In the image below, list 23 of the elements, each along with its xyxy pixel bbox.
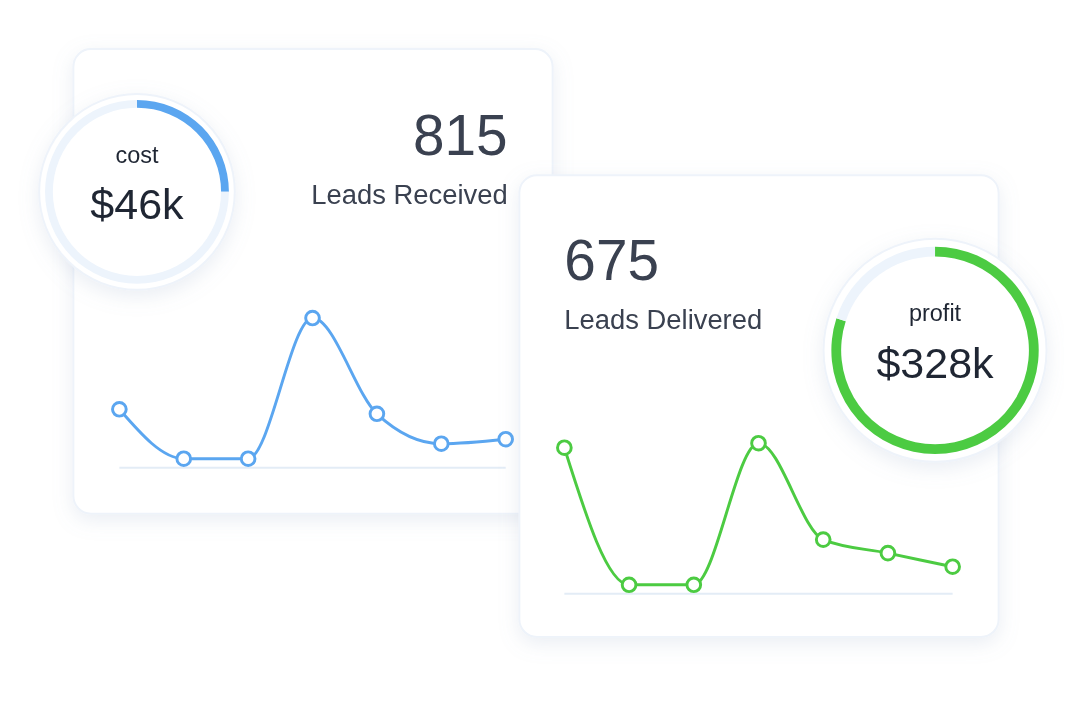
point: [175, 450, 193, 468]
text: $46k: [90, 180, 185, 229]
chart-subtitle: Leads Delivered: [564, 303, 763, 335]
point: [304, 309, 321, 327]
point: [497, 430, 514, 448]
donut-slice: [831, 246, 1039, 454]
point: [556, 439, 573, 457]
point: [368, 405, 386, 423]
point: [750, 434, 767, 452]
chart-title: 815: [413, 103, 508, 167]
chart-title: 675: [564, 228, 659, 292]
point: [432, 435, 450, 453]
point: [239, 450, 257, 468]
text: cost: [115, 141, 159, 168]
chart-subtitle: Leads Received: [311, 178, 508, 210]
point: [685, 576, 703, 594]
point: [620, 576, 638, 594]
point: [111, 401, 128, 418]
text: profit: [908, 299, 962, 326]
text: $328k: [876, 338, 995, 387]
point: [879, 544, 897, 562]
point: [814, 531, 832, 548]
point: [944, 558, 961, 576]
